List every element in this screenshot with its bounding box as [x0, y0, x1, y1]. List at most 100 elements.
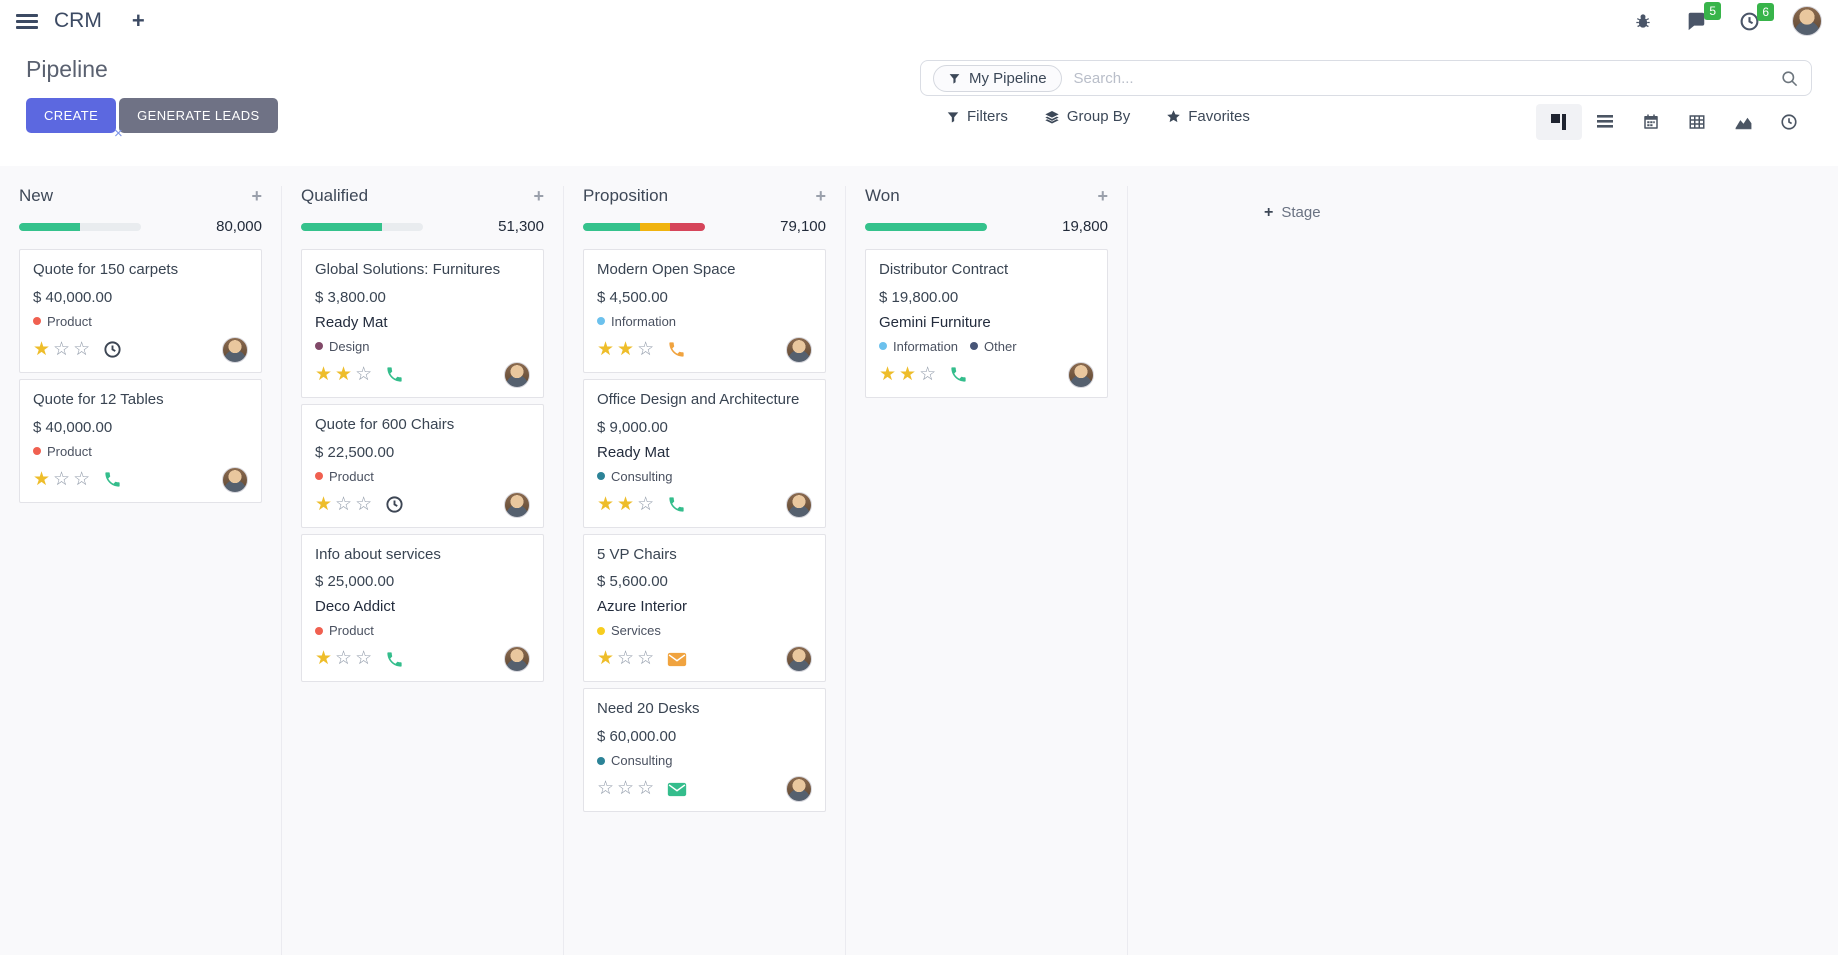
quick-add-icon[interactable]: + — [533, 186, 544, 206]
pivot-view-icon[interactable] — [1674, 104, 1720, 140]
column-progressbar[interactable] — [583, 222, 705, 231]
progress-segment-red[interactable] — [669, 222, 705, 231]
salesperson-avatar[interactable] — [222, 336, 248, 363]
star-empty-icon[interactable]: ☆ — [335, 648, 353, 670]
progress-segment-green[interactable] — [583, 222, 641, 231]
app-title[interactable]: CRM — [54, 9, 102, 32]
activity-view-icon[interactable] — [1766, 104, 1812, 140]
kanban-card[interactable]: Info about services $ 25,000.00 Deco Addic… — [301, 533, 544, 683]
phone-green-activity-icon[interactable] — [385, 365, 404, 384]
kanban-card[interactable]: Quote for 150 carpets $ 40,000.00 Product ★… — [19, 249, 262, 373]
kanban-card[interactable]: Distributor Contract $ 19,800.00 Gemini Fu… — [865, 249, 1108, 398]
star-filled-icon[interactable]: ★ — [597, 338, 615, 360]
search-bar[interactable]: My Pipeline — [920, 60, 1812, 96]
filters-menu[interactable]: Filters — [946, 108, 1008, 125]
clock-activity-icon[interactable] — [385, 495, 404, 514]
progress-segment-green[interactable] — [301, 222, 382, 231]
kanban-view-icon[interactable] — [1536, 104, 1582, 140]
star-empty-icon[interactable]: ☆ — [597, 778, 615, 799]
quick-add-icon[interactable]: + — [251, 186, 262, 206]
kanban-card[interactable]: Global Solutions: Furnitures $ 3,800.00 Re… — [301, 249, 544, 398]
quick-add-icon[interactable]: + — [1097, 186, 1108, 206]
clock-activity-icon[interactable] — [103, 340, 122, 359]
salesperson-avatar[interactable] — [786, 776, 812, 802]
star-filled-icon[interactable]: ★ — [33, 468, 51, 490]
star-empty-icon[interactable]: ☆ — [73, 468, 91, 490]
phone-green-activity-icon[interactable] — [949, 365, 968, 384]
star-filled-icon[interactable]: ★ — [335, 363, 353, 385]
search-input[interactable] — [1071, 68, 1780, 88]
star-empty-icon[interactable]: ☆ — [637, 493, 655, 515]
star-empty-icon[interactable]: ☆ — [637, 778, 655, 799]
star-empty-icon[interactable]: ☆ — [637, 338, 655, 360]
salesperson-avatar[interactable] — [1068, 361, 1094, 388]
star-empty-icon[interactable]: ☆ — [617, 778, 635, 799]
generate-leads-button[interactable]: GENERATE LEADS — [119, 98, 278, 133]
star-filled-icon[interactable]: ★ — [315, 648, 333, 670]
apps-menu-icon[interactable] — [16, 13, 38, 29]
column-title[interactable]: New — [19, 186, 54, 205]
kanban-card[interactable]: Quote for 12 Tables $ 40,000.00 Product ★ ☆ ☆ — [19, 378, 262, 503]
star-empty-icon[interactable]: ☆ — [73, 338, 91, 360]
facet-remove-icon[interactable]: × — [114, 125, 123, 142]
star-empty-icon[interactable]: ☆ — [53, 468, 71, 490]
column-title[interactable]: Proposition — [583, 186, 669, 205]
salesperson-avatar[interactable] — [504, 646, 530, 673]
star-filled-icon[interactable]: ★ — [617, 338, 635, 360]
star-filled-icon[interactable]: ★ — [315, 493, 333, 515]
phone-orange-activity-icon[interactable] — [667, 340, 686, 359]
star-empty-icon[interactable]: ☆ — [637, 648, 655, 670]
star-empty-icon[interactable]: ☆ — [53, 338, 71, 360]
create-button[interactable]: CREATE — [26, 98, 117, 133]
progress-segment-yellow[interactable] — [640, 222, 670, 231]
star-empty-icon[interactable]: ☆ — [355, 493, 373, 515]
envelope-green-activity-icon[interactable] — [667, 781, 687, 798]
salesperson-avatar[interactable] — [504, 361, 530, 388]
star-empty-icon[interactable]: ☆ — [617, 648, 635, 670]
salesperson-avatar[interactable] — [786, 336, 812, 363]
graph-view-icon[interactable] — [1720, 104, 1766, 140]
kanban-card[interactable]: Office Design and Architecture $ 9,000.00… — [583, 378, 826, 528]
column-progressbar[interactable] — [865, 222, 987, 231]
phone-green-activity-icon[interactable] — [667, 495, 686, 514]
star-filled-icon[interactable]: ★ — [597, 493, 615, 515]
add-stage-button[interactable]: + Stage — [1264, 204, 1321, 955]
progress-segment-green[interactable] — [19, 222, 80, 231]
user-menu[interactable] — [1792, 6, 1822, 36]
kanban-card[interactable]: 5 VP Chairs $ 5,600.00 Azure Interior Servi… — [583, 533, 826, 683]
star-filled-icon[interactable]: ★ — [315, 363, 333, 385]
favorites-menu[interactable]: Favorites — [1166, 108, 1250, 125]
messages-icon[interactable]: 5 — [1685, 2, 1721, 32]
salesperson-avatar[interactable] — [786, 646, 812, 673]
add-tab-icon[interactable]: + — [131, 8, 145, 33]
debug-bug-icon[interactable] — [1633, 11, 1653, 31]
activities-clock-icon[interactable]: 6 — [1739, 2, 1774, 32]
column-title[interactable]: Qualified — [301, 186, 369, 205]
salesperson-avatar[interactable] — [786, 491, 812, 518]
kanban-card[interactable]: Modern Open Space $ 4,500.00 Information ★ ★… — [583, 249, 826, 373]
salesperson-avatar[interactable] — [504, 491, 530, 518]
star-filled-icon[interactable]: ★ — [597, 648, 615, 670]
star-filled-icon[interactable]: ★ — [33, 338, 51, 360]
star-filled-icon[interactable]: ★ — [879, 363, 897, 385]
column-progressbar[interactable] — [301, 222, 423, 231]
quick-add-icon[interactable]: + — [815, 186, 826, 206]
star-empty-icon[interactable]: ☆ — [919, 363, 937, 385]
salesperson-avatar[interactable] — [222, 466, 248, 493]
kanban-card[interactable]: Quote for 600 Chairs $ 22,500.00 Product ★ ☆… — [301, 403, 544, 528]
star-empty-icon[interactable]: ☆ — [355, 648, 373, 670]
kanban-card[interactable]: Need 20 Desks $ 60,000.00 Consulting ☆ ☆ ☆ — [583, 688, 826, 812]
star-empty-icon[interactable]: ☆ — [355, 363, 373, 385]
envelope-orange-activity-icon[interactable] — [667, 651, 687, 668]
star-empty-icon[interactable]: ☆ — [335, 493, 353, 515]
group-by-menu[interactable]: Group By — [1044, 108, 1130, 125]
column-title[interactable]: Won — [865, 186, 900, 205]
user-avatar[interactable] — [1792, 6, 1822, 36]
phone-green-activity-icon[interactable] — [385, 650, 404, 669]
calendar-view-icon[interactable] — [1628, 104, 1674, 140]
star-filled-icon[interactable]: ★ — [617, 493, 635, 515]
progress-segment-green[interactable] — [865, 222, 987, 231]
star-filled-icon[interactable]: ★ — [899, 363, 917, 385]
column-progressbar[interactable] — [19, 222, 141, 231]
search-facet-my-pipeline[interactable]: My Pipeline — [933, 64, 1062, 92]
